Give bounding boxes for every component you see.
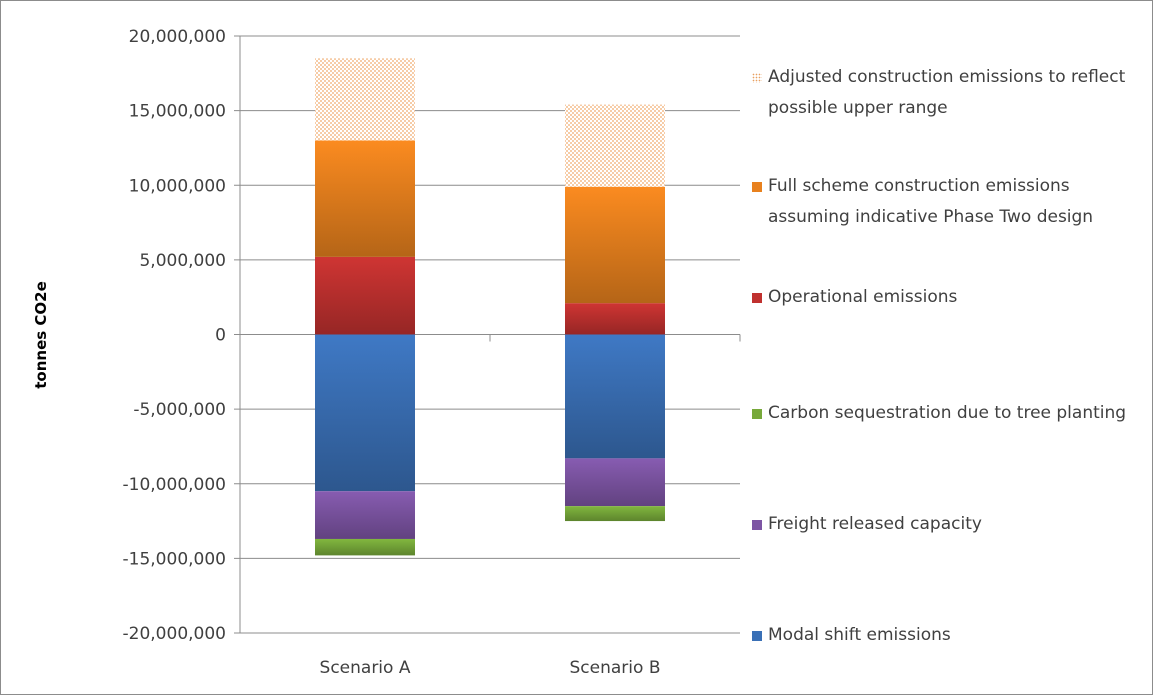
y-tick-label: -5,000,000 — [133, 400, 226, 420]
bar-segment — [315, 58, 415, 141]
x-category-label: Scenario B — [570, 658, 661, 678]
y-tick-label: -10,000,000 — [123, 475, 226, 495]
legend-swatch — [752, 293, 762, 303]
bar-segment — [565, 334, 665, 459]
bar-segment — [565, 303, 665, 335]
bar-segment — [315, 491, 415, 539]
legend-swatch — [752, 182, 762, 192]
bar-segment — [565, 506, 665, 522]
y-tick-label: 10,000,000 — [129, 176, 226, 196]
y-tick-label: 0 — [215, 326, 226, 346]
y-tick-label: 20,000,000 — [129, 27, 226, 47]
bar-segment — [565, 458, 665, 507]
legend-label: Carbon sequestration due to tree plantin… — [768, 403, 1127, 423]
bar-segment — [565, 104, 665, 187]
legend-swatch — [752, 73, 762, 83]
x-category-label: Scenario A — [320, 658, 411, 678]
bar-segment — [315, 334, 415, 492]
legend-swatch — [752, 520, 762, 530]
y-tick-label: -20,000,000 — [123, 624, 226, 644]
y-tick-label: -15,000,000 — [123, 549, 226, 569]
legend-label: Modal shift emissions — [768, 625, 951, 645]
bar-segment — [315, 538, 415, 556]
legend-label: Freight released capacity — [768, 514, 982, 534]
bar-segment — [315, 140, 415, 257]
legend-swatch — [752, 409, 762, 419]
bar-segment — [565, 186, 665, 304]
y-tick-label: 5,000,000 — [139, 251, 226, 271]
y-axis-label: tonnes CO2e — [32, 281, 50, 389]
legend-swatch — [752, 631, 762, 641]
legend-label: Adjusted construction emissions to refle… — [768, 67, 1126, 118]
bar-segment — [315, 256, 415, 335]
legend-label: Full scheme construction emissions assum… — [768, 176, 1094, 227]
legend-label: Operational emissions — [768, 287, 958, 307]
y-tick-label: 15,000,000 — [129, 102, 226, 122]
